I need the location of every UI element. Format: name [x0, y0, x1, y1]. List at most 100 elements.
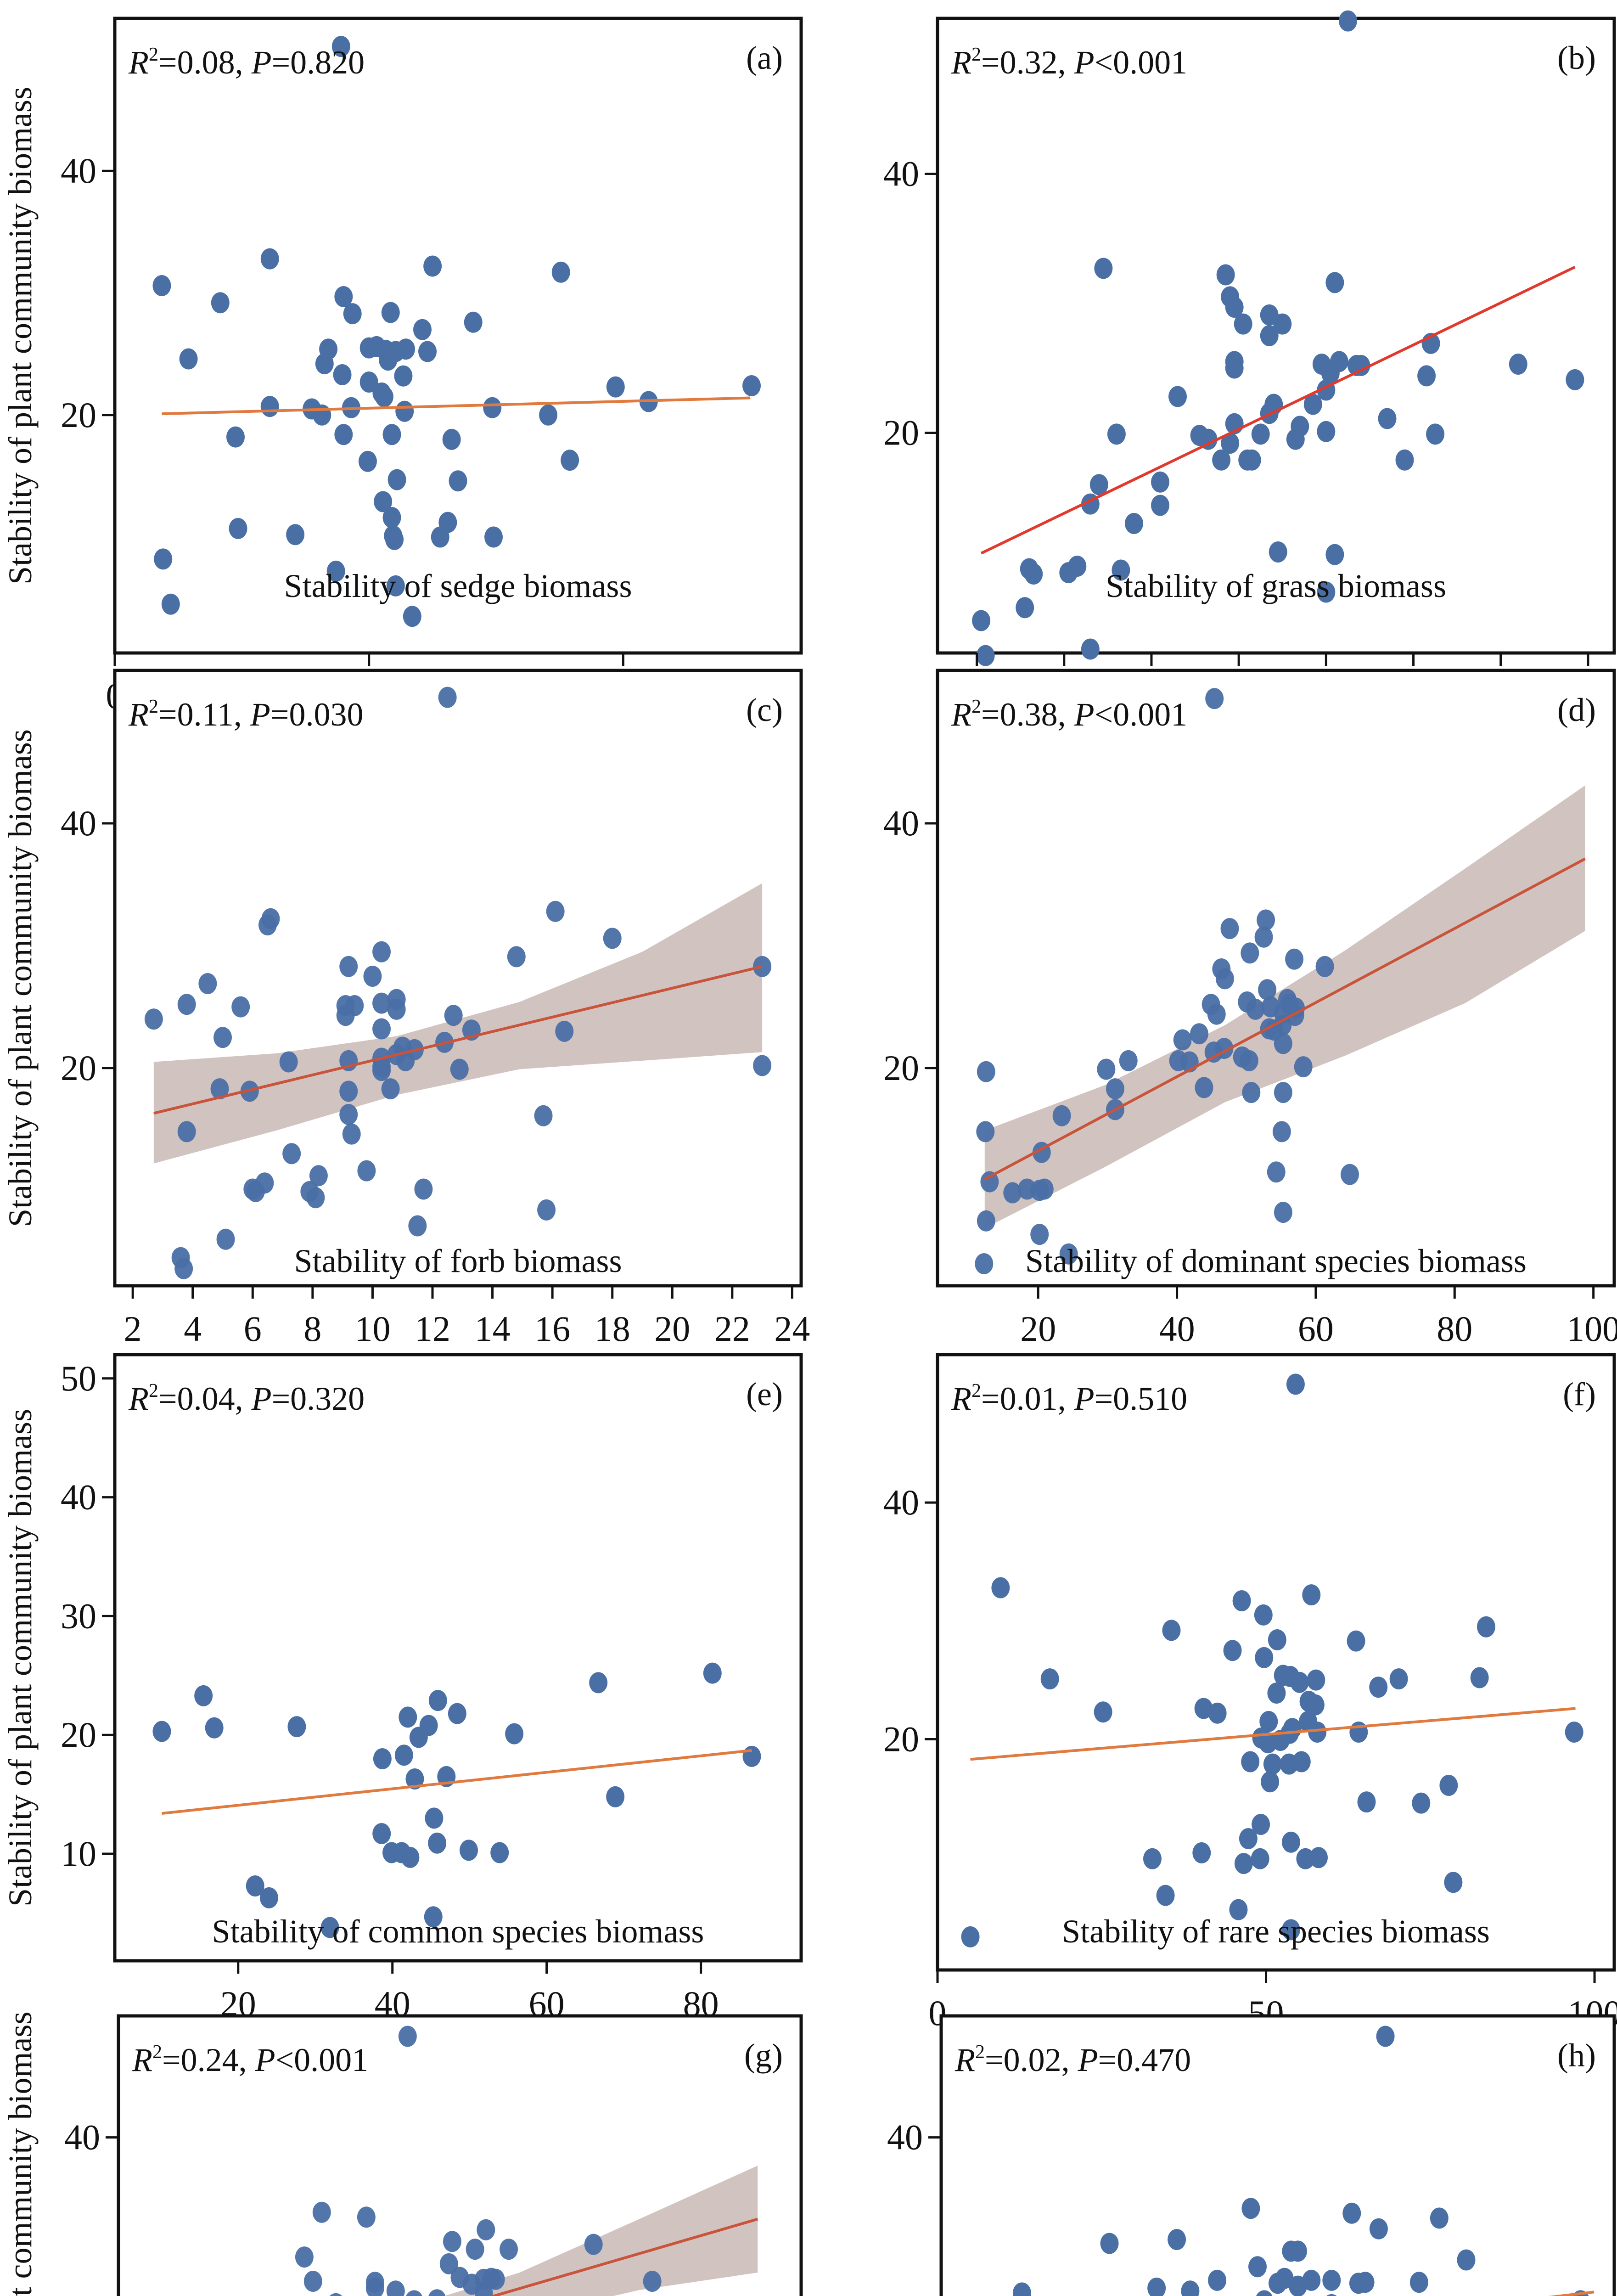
y-tick-label: 20 — [883, 1719, 919, 1759]
data-point — [382, 424, 401, 445]
y-tick-label: 50 — [61, 1358, 96, 1398]
data-point — [1220, 918, 1239, 940]
data-point — [398, 2026, 417, 2047]
data-point — [1208, 2269, 1227, 2291]
data-point — [408, 1215, 427, 1237]
data-point — [1168, 2228, 1186, 2250]
regression-line — [980, 265, 1576, 555]
data-point — [315, 353, 334, 375]
data-point — [403, 606, 421, 627]
stat-annotation: R2=0.01, P=0.510 — [951, 1380, 1187, 1417]
regression-line — [162, 396, 751, 416]
data-point — [381, 302, 400, 323]
data-point — [1369, 2218, 1388, 2240]
data-point — [1389, 1668, 1408, 1690]
panel-label: (c) — [746, 692, 783, 728]
y-axis-title: Stability of plant community biomass — [2, 87, 39, 585]
x-tick-label: 4 — [184, 1309, 202, 1349]
data-point — [1173, 1029, 1192, 1051]
data-point — [1274, 1082, 1292, 1103]
data-point — [303, 2271, 322, 2292]
data-point — [394, 365, 413, 387]
data-point — [144, 1008, 163, 1030]
data-point — [1321, 362, 1340, 384]
x-tick-label: 24 — [774, 1309, 810, 1349]
data-point — [1566, 369, 1584, 390]
data-point — [1246, 998, 1265, 1020]
data-point — [1306, 1694, 1325, 1716]
data-point — [405, 1768, 424, 1790]
data-point — [1151, 471, 1169, 493]
data-point — [1477, 1616, 1495, 1638]
panel-label: (h) — [1557, 2037, 1596, 2074]
stat-annotation: R2=0.02, P=0.470 — [954, 2042, 1191, 2078]
data-point — [464, 311, 483, 333]
data-point — [555, 1020, 574, 1042]
data-point — [742, 375, 761, 396]
data-point — [154, 548, 173, 570]
data-point — [379, 349, 398, 371]
data-point — [1457, 2249, 1476, 2271]
data-point — [194, 1685, 213, 1706]
panel-a: 020402040R2=0.08, P=0.820(a)Stability of… — [2, 17, 803, 716]
data-point — [1274, 1033, 1292, 1054]
data-point — [1378, 408, 1397, 429]
panel-b: 46810121416182040R2=0.32, P<0.001(b)Stab… — [883, 10, 1616, 716]
data-point — [1267, 1161, 1286, 1183]
x-tick-label: 18 — [595, 1309, 630, 1349]
data-point — [1248, 2256, 1267, 2278]
x-tick-label: 40 — [1159, 1309, 1195, 1349]
data-point — [396, 338, 415, 360]
data-point — [1194, 1698, 1213, 1719]
data-point — [413, 319, 432, 340]
data-point — [1302, 1584, 1321, 1606]
data-point — [1241, 942, 1259, 964]
data-point — [431, 526, 449, 548]
data-point — [1024, 563, 1043, 585]
stat-annotation: R2=0.11, P=0.030 — [128, 696, 364, 733]
data-point — [976, 1121, 995, 1142]
data-point — [326, 560, 345, 582]
data-point — [603, 928, 622, 949]
data-point — [1097, 1058, 1116, 1080]
stat-annotation: R2=0.08, P=0.820 — [128, 44, 365, 81]
data-point — [342, 1123, 361, 1145]
data-point — [1308, 1722, 1327, 1743]
y-tick-label: 40 — [61, 803, 96, 843]
data-point — [466, 2239, 484, 2260]
data-point — [387, 998, 406, 1020]
data-point — [1094, 258, 1113, 279]
x-tick-label: 10 — [354, 1309, 390, 1349]
plot-frame — [113, 1353, 803, 1963]
data-point — [1322, 2269, 1341, 2291]
data-point — [507, 946, 526, 968]
data-point — [372, 1018, 391, 1040]
data-point — [589, 1672, 608, 1694]
data-point — [1303, 394, 1322, 415]
data-point — [551, 261, 570, 283]
panel-label: (f) — [1563, 1376, 1596, 1412]
data-point — [258, 914, 277, 936]
data-point — [1143, 1848, 1162, 1869]
data-point — [396, 1050, 415, 1071]
data-point — [358, 450, 377, 472]
y-tick-label: 40 — [883, 803, 919, 843]
data-point — [1259, 1711, 1278, 1732]
data-point — [1395, 449, 1414, 471]
data-point — [606, 376, 625, 398]
data-point — [1317, 581, 1336, 603]
regression-line — [984, 857, 1586, 1181]
data-point — [1294, 1056, 1313, 1078]
data-point — [1439, 1775, 1458, 1796]
y-tick-label: 20 — [61, 395, 96, 435]
x-tick-label: 2 — [124, 1309, 142, 1349]
data-point — [279, 1051, 298, 1073]
data-point — [385, 529, 404, 550]
data-point — [972, 610, 991, 631]
data-point — [334, 424, 353, 445]
stat-annotation: R2=0.32, P<0.001 — [951, 44, 1187, 81]
data-point — [1229, 1899, 1248, 1920]
data-point — [313, 404, 331, 426]
x-tick-label: 60 — [1298, 1309, 1334, 1349]
